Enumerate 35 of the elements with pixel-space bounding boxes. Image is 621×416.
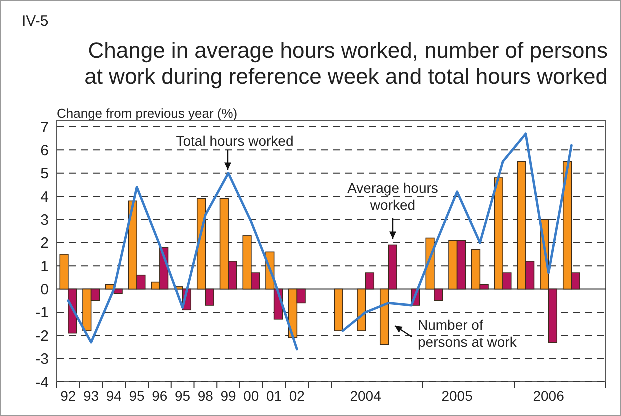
bar (114, 288, 123, 294)
y-tick-label: 4 (40, 188, 49, 206)
bar (105, 284, 115, 290)
x-tick-label: 00 (244, 388, 260, 404)
y-tick-label: 0 (40, 282, 49, 299)
x-tick-label: 92 (60, 388, 76, 404)
y-tick-label: -4 (36, 374, 49, 392)
y-tick-label: 3 (40, 212, 49, 229)
x-tick-label: 01 (266, 388, 282, 404)
x-tick-label: 93 (84, 388, 100, 404)
x-tick-label: 2004 (350, 388, 382, 404)
x-tick-label: 02 (289, 388, 306, 404)
x-tick-label: 2006 (533, 388, 565, 404)
chart-title: Change in average hours worked, number of persons at work during reference week and total hours worked (84, 38, 608, 89)
text: IV-5 (22, 13, 49, 30)
bar (334, 288, 344, 332)
x-tick-label: 94 (106, 388, 122, 404)
y-tick-label: 1 (40, 258, 49, 276)
x-tick-label: 2005 (442, 388, 474, 404)
series-label: Number of persons at work (418, 317, 518, 350)
x-tick-label: 99 (220, 388, 237, 404)
y-tick-label: 5 (40, 166, 49, 183)
y-tick-label: -2 (36, 328, 49, 345)
y-axis-title: Change from previous year (%) (57, 106, 238, 121)
x-tick-label: 95 (175, 388, 191, 404)
y-tick-label: -1 (36, 304, 49, 322)
x-tick-label: 98 (198, 388, 214, 404)
text: Total hours worked (176, 133, 294, 149)
y-tick-label: 2 (40, 235, 49, 252)
y-tick-label: -3 (36, 351, 49, 368)
x-tick-label: 95 (129, 388, 146, 404)
text: Average hours worked (348, 180, 438, 213)
y-tick-label: 7 (40, 119, 49, 136)
y-tick-label: 6 (40, 142, 49, 160)
x-tick-label: 96 (152, 388, 168, 404)
